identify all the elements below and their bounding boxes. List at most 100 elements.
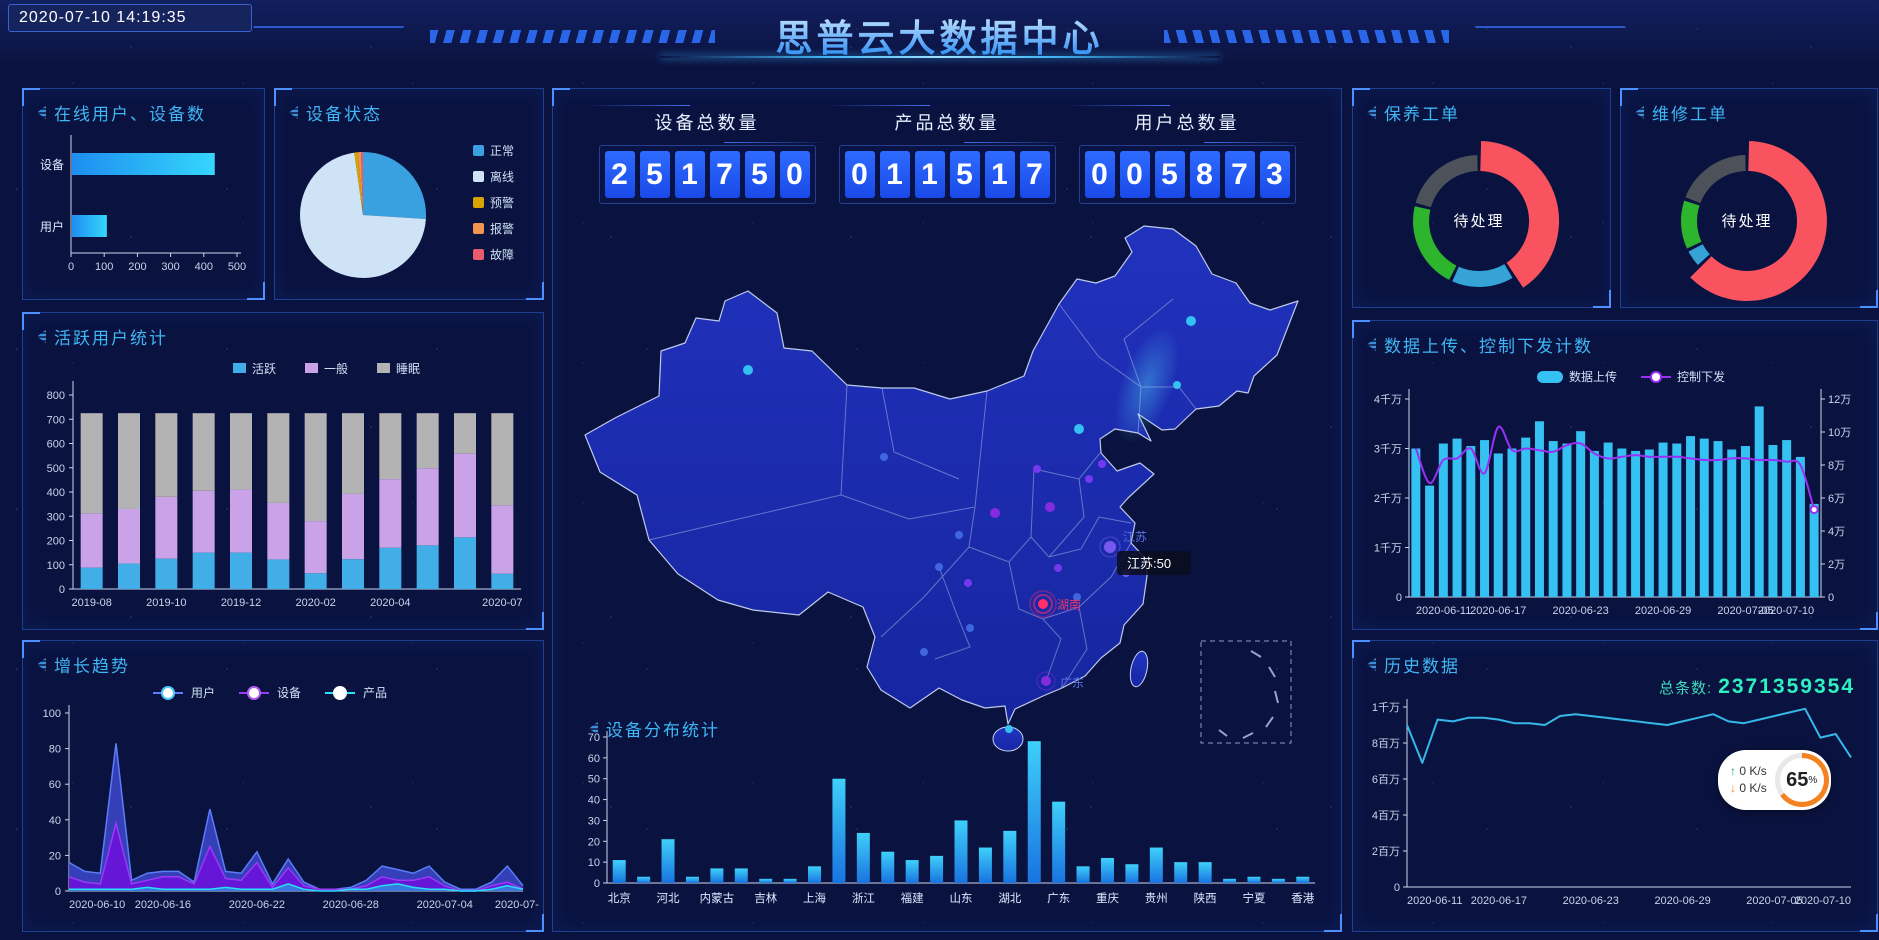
svg-text:60: 60 — [588, 753, 600, 765]
header-decor-right-frame — [1474, 26, 1644, 50]
svg-text:一般: 一般 — [324, 361, 348, 376]
digit: 5 — [744, 151, 775, 198]
south-china-sea-inset — [1200, 640, 1292, 744]
growth-trend-area-chart[interactable]: 用户 设备 产品 0 20 40 60 80 100 2020-06-10 2020-06-16 20… — [23, 679, 552, 931]
panel-icon — [1367, 106, 1376, 119]
progress-gauge[interactable]: 65% — [1774, 753, 1829, 807]
history-line-chart[interactable]: 0 2百万 4百万 6百万 8百万 1千万 2020-06-11 2020-06-17 2020… — [1353, 679, 1873, 929]
digit: 0 — [779, 151, 810, 198]
svg-text:600: 600 — [47, 439, 65, 451]
svg-text:2020-06-23: 2020-06-23 — [1553, 605, 1609, 617]
panel-icon — [289, 106, 298, 119]
header-decor-left-stripes — [430, 30, 715, 43]
panel-icon — [589, 722, 598, 735]
svg-text:2020-07-04: 2020-07-04 — [417, 899, 473, 911]
svg-text:800: 800 — [47, 390, 65, 402]
svg-text:0: 0 — [1394, 882, 1400, 894]
svg-text:80: 80 — [49, 744, 61, 756]
svg-text:300: 300 — [161, 261, 179, 273]
svg-text:湖南: 湖南 — [1057, 597, 1081, 612]
panel-active-users: 活跃用户统计 活跃 一般 睡眠 0 100 200 300 400 500 600 700 800 20… — [22, 312, 544, 630]
svg-text:2020-07-05: 2020-07-05 — [1746, 895, 1802, 907]
panel-title: 设备状态 — [306, 105, 382, 124]
svg-text:控制下发: 控制下发 — [1677, 369, 1725, 384]
svg-text:0: 0 — [1828, 592, 1834, 604]
svg-text:设备: 设备 — [40, 158, 64, 172]
panel-icon — [37, 106, 46, 119]
svg-text:6万: 6万 — [1828, 493, 1845, 505]
svg-text:2020-06-16: 2020-06-16 — [135, 899, 191, 911]
panel-center-map: 设备总数量 2 5 1 7 5 0 产品总数量 0 1 1 5 1 7 用户总数量 0 0 5 8 7 3 江苏 湖南 广东… — [552, 88, 1342, 932]
svg-text:离线: 离线 — [490, 169, 514, 184]
device-distribution-bar-chart[interactable]: 0 10 20 30 40 50 60 70 北京 河北 内蒙古 吉林 上海 浙江 福建 山东 湖北 广东 重庆 贵州… — [571, 723, 1323, 927]
svg-text:10万: 10万 — [1828, 427, 1851, 439]
svg-text:浙江: 浙江 — [852, 892, 875, 905]
svg-text:200: 200 — [128, 261, 146, 273]
title-underline — [659, 56, 1220, 58]
svg-text:陕西: 陕西 — [1194, 891, 1217, 905]
digit: 0 — [1084, 151, 1115, 198]
svg-text:2019-10: 2019-10 — [146, 597, 186, 609]
page-title: 思普云大数据中心 — [776, 8, 1104, 62]
svg-text:活跃: 活跃 — [252, 362, 276, 376]
svg-text:700: 700 — [47, 414, 65, 426]
glow-cone — [1114, 326, 1180, 444]
active-users-stacked-bar-chart[interactable]: 活跃 一般 睡眠 0 100 200 300 400 500 600 700 800 2019-08 20… — [23, 351, 539, 631]
svg-text:用户: 用户 — [191, 685, 215, 700]
header-decor-left-frame — [235, 26, 405, 50]
svg-text:0: 0 — [68, 261, 74, 273]
summary-stats: 设备总数量 2 5 1 7 5 0 产品总数量 0 1 1 5 1 7 用户总数量 0 0 5 8 7 3 — [553, 105, 1341, 204]
clock: 2020-07-10 14:19:35 — [8, 4, 252, 32]
repair-donut-chart[interactable]: 待处理 — [1621, 127, 1873, 305]
svg-text:2千万: 2千万 — [1374, 492, 1402, 505]
svg-text:2020-02: 2020-02 — [295, 597, 335, 609]
panel-device-status: 设备状态 正常 离线 预警 报警 故障 — [274, 88, 544, 300]
svg-text:0: 0 — [59, 584, 65, 596]
map-geometry — [584, 225, 1299, 752]
net-speed-widget[interactable]: ↑ 0 K/s ↓ 0 K/s 65% — [1718, 750, 1831, 810]
upload-arrow-icon: ↑ — [1730, 764, 1736, 778]
upload-dispatch-combo-chart[interactable]: 数据上传 控制下发 0 1千万 2千万 3千万 4千万 0 2万 4万 6万 8万 10万 12万 2020… — [1353, 359, 1873, 631]
panel-title: 设备分布统计 — [606, 721, 720, 740]
digit: 1 — [879, 151, 910, 198]
digit: 2 — [604, 151, 635, 198]
svg-text:贵州: 贵州 — [1145, 892, 1168, 905]
header-decor-right-stripes — [1164, 30, 1449, 43]
svg-text:2020-06-29: 2020-06-29 — [1635, 605, 1691, 617]
svg-text:2020-06-17: 2020-06-17 — [1470, 605, 1526, 617]
stat-group: 产品总数量 0 1 1 5 1 7 — [825, 105, 1069, 204]
digit: 0 — [1119, 151, 1150, 198]
svg-text:宁夏: 宁夏 — [1242, 891, 1265, 905]
svg-text:2020-04: 2020-04 — [370, 597, 410, 609]
svg-text:北京: 北京 — [608, 891, 631, 905]
digit: 7 — [1224, 151, 1255, 198]
panel-icon — [1635, 106, 1644, 119]
stat-label: 用户总数量 — [1065, 105, 1309, 145]
svg-text:重庆: 重庆 — [1096, 891, 1119, 905]
svg-text:数据上传: 数据上传 — [1569, 369, 1617, 384]
net-rates: ↑ 0 K/s ↓ 0 K/s — [1730, 764, 1767, 795]
panel-title: 维修工单 — [1652, 105, 1728, 124]
maintenance-donut-chart[interactable]: 待处理 — [1353, 127, 1606, 305]
panel-title: 数据上传、控制下发计数 — [1384, 337, 1593, 356]
svg-text:福建: 福建 — [901, 891, 924, 905]
svg-text:0: 0 — [594, 878, 600, 890]
svg-text:6百万: 6百万 — [1372, 774, 1400, 786]
stat-label: 设备总数量 — [585, 105, 829, 145]
svg-text:上海: 上海 — [803, 891, 826, 905]
svg-text:2020-06-10: 2020-06-10 — [69, 899, 125, 911]
svg-text:8万: 8万 — [1828, 460, 1845, 472]
svg-text:内蒙古: 内蒙古 — [700, 891, 735, 905]
panel-title: 保养工单 — [1384, 105, 1460, 124]
digit: 7 — [1019, 151, 1050, 198]
svg-text:100: 100 — [43, 708, 61, 720]
svg-text:吉林: 吉林 — [754, 891, 777, 905]
svg-text:0: 0 — [1396, 592, 1402, 604]
svg-text:广东: 广东 — [1047, 892, 1070, 905]
